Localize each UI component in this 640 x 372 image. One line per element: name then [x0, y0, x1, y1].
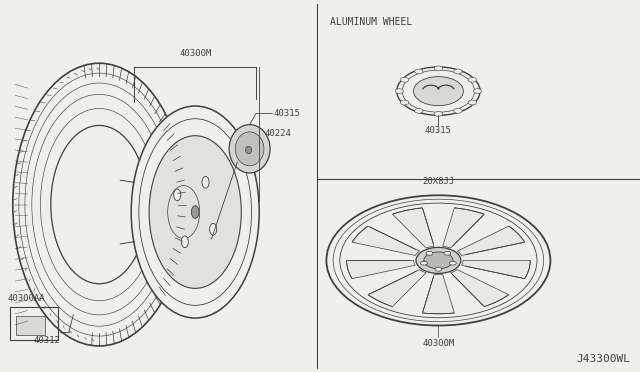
Text: 20X8JJ: 20X8JJ	[422, 177, 454, 186]
Circle shape	[449, 261, 456, 265]
Text: 40300AA: 40300AA	[8, 294, 45, 303]
Circle shape	[424, 252, 453, 269]
Text: 40300M: 40300M	[422, 339, 454, 347]
Circle shape	[397, 67, 480, 115]
Circle shape	[435, 267, 442, 271]
Ellipse shape	[51, 125, 148, 284]
Circle shape	[468, 100, 476, 105]
Text: J43300WL: J43300WL	[577, 354, 630, 364]
Circle shape	[454, 69, 462, 74]
Ellipse shape	[210, 223, 217, 235]
Polygon shape	[461, 260, 530, 279]
Circle shape	[395, 89, 403, 93]
Text: 40312: 40312	[33, 336, 60, 344]
Circle shape	[401, 77, 409, 82]
Polygon shape	[347, 260, 415, 279]
Circle shape	[468, 77, 476, 82]
Ellipse shape	[236, 132, 264, 166]
Text: ALUMINUM WHEEL: ALUMINUM WHEEL	[330, 17, 412, 27]
Circle shape	[420, 261, 428, 265]
Ellipse shape	[181, 236, 188, 248]
Circle shape	[435, 66, 443, 71]
Polygon shape	[392, 208, 434, 248]
Ellipse shape	[191, 206, 199, 218]
Circle shape	[415, 69, 423, 74]
Text: 40315: 40315	[273, 109, 300, 118]
Bar	[10, 307, 58, 340]
Circle shape	[474, 89, 482, 93]
Ellipse shape	[149, 136, 241, 288]
Polygon shape	[451, 270, 509, 307]
Circle shape	[426, 251, 433, 255]
Circle shape	[413, 77, 463, 106]
Circle shape	[340, 203, 537, 318]
Polygon shape	[352, 226, 420, 256]
Circle shape	[416, 247, 461, 273]
Circle shape	[435, 112, 443, 116]
Text: 40224: 40224	[264, 129, 291, 138]
Circle shape	[444, 251, 451, 255]
Polygon shape	[422, 275, 454, 314]
Ellipse shape	[246, 146, 252, 154]
Polygon shape	[457, 226, 525, 256]
Polygon shape	[443, 208, 484, 248]
Ellipse shape	[202, 176, 209, 188]
Ellipse shape	[173, 189, 180, 201]
Text: 40300M: 40300M	[179, 49, 211, 58]
Circle shape	[415, 108, 423, 113]
Polygon shape	[368, 270, 426, 307]
Circle shape	[401, 100, 409, 105]
Text: 40315: 40315	[425, 126, 452, 135]
Circle shape	[454, 108, 462, 113]
Bar	[16, 316, 45, 335]
Ellipse shape	[229, 125, 270, 173]
Ellipse shape	[131, 106, 259, 318]
